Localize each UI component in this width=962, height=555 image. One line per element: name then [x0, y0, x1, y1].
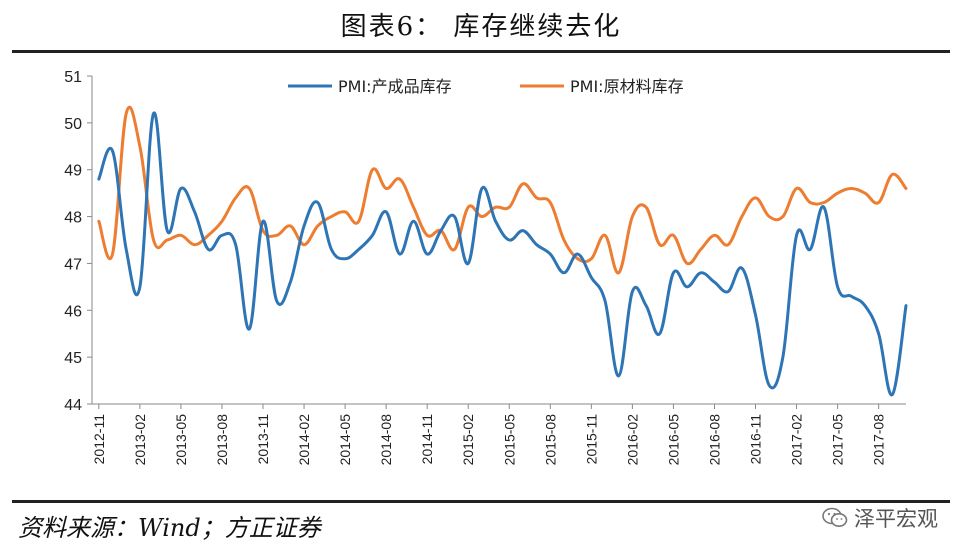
x-tick-label: 2016-08: [706, 414, 722, 466]
y-tick-label: 50: [64, 116, 82, 133]
legend-label-2: PMI:原材料库存: [570, 77, 684, 96]
figure-title: 图表6： 库存继续去化: [340, 12, 622, 42]
x-tick-label: 2012-11: [91, 414, 107, 465]
y-axis: 51 50 49 48 47 46 45 44: [64, 69, 93, 414]
x-axis: 2012-11 2013-02 2013-05 2013-08 2013-11 2014-…: [91, 403, 906, 466]
watermark-text: 泽平宏观: [854, 507, 938, 531]
y-tick-label: 45: [64, 350, 82, 367]
x-tick-label: 2014-11: [419, 414, 435, 465]
x-tick-label: 2013-02: [132, 414, 148, 466]
wechat-icon: [822, 507, 848, 527]
x-tick-label: 2017-08: [871, 414, 887, 466]
x-tick-label: 2015-11: [583, 414, 599, 465]
watermark: 泽平宏观: [822, 503, 938, 533]
x-tick-label: 2016-11: [748, 414, 764, 465]
x-tick-label: 2015-02: [460, 414, 476, 466]
bottom-divider: [12, 500, 950, 503]
x-tick-label: 2015-08: [542, 414, 558, 466]
x-tick-label: 2017-05: [830, 414, 846, 466]
series-line-2: [97, 105, 908, 275]
x-tick-label: 2015-05: [501, 414, 517, 466]
x-tick-label: 2014-05: [337, 414, 353, 466]
legend-label-1: PMI:产成品库存: [338, 77, 452, 96]
x-tick-label: 2013-11: [255, 414, 271, 465]
x-tick-label: 2016-02: [624, 414, 640, 466]
x-tick-label: 2013-08: [214, 414, 230, 466]
y-tick-label: 48: [64, 210, 82, 227]
x-tick-label: 2014-08: [378, 414, 394, 466]
series-layer: [97, 105, 908, 397]
y-tick-label: 47: [64, 256, 82, 273]
y-tick-label: 44: [64, 397, 82, 414]
y-tick-label: 51: [64, 69, 82, 86]
y-tick-label: 49: [64, 163, 82, 180]
x-tick-label: 2013-05: [173, 414, 189, 466]
series-line-1: [97, 111, 908, 397]
x-tick-label: 2014-02: [296, 414, 312, 466]
x-tick-label: 2017-02: [789, 414, 805, 466]
y-tick-label: 46: [64, 303, 82, 320]
legend: PMI:产成品库存 PMI:原材料库存: [288, 77, 684, 96]
source-note: 资料来源：Wind；方正证券: [18, 514, 321, 542]
x-tick-label: 2016-05: [665, 414, 681, 466]
top-divider: [12, 50, 950, 53]
